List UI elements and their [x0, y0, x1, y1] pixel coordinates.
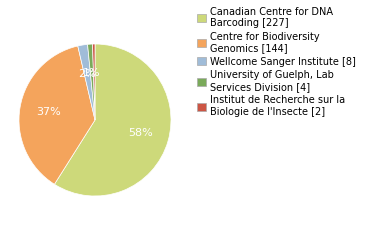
Wedge shape	[19, 46, 95, 184]
Wedge shape	[92, 44, 95, 120]
Wedge shape	[87, 44, 95, 120]
Text: 2%: 2%	[78, 68, 96, 78]
Legend: Canadian Centre for DNA
Barcoding [227], Centre for Biodiversity
Genomics [144],: Canadian Centre for DNA Barcoding [227],…	[195, 5, 358, 119]
Text: 1%: 1%	[83, 68, 101, 78]
Wedge shape	[54, 44, 171, 196]
Wedge shape	[78, 44, 95, 120]
Text: 37%: 37%	[36, 107, 61, 117]
Text: 58%: 58%	[128, 128, 153, 138]
